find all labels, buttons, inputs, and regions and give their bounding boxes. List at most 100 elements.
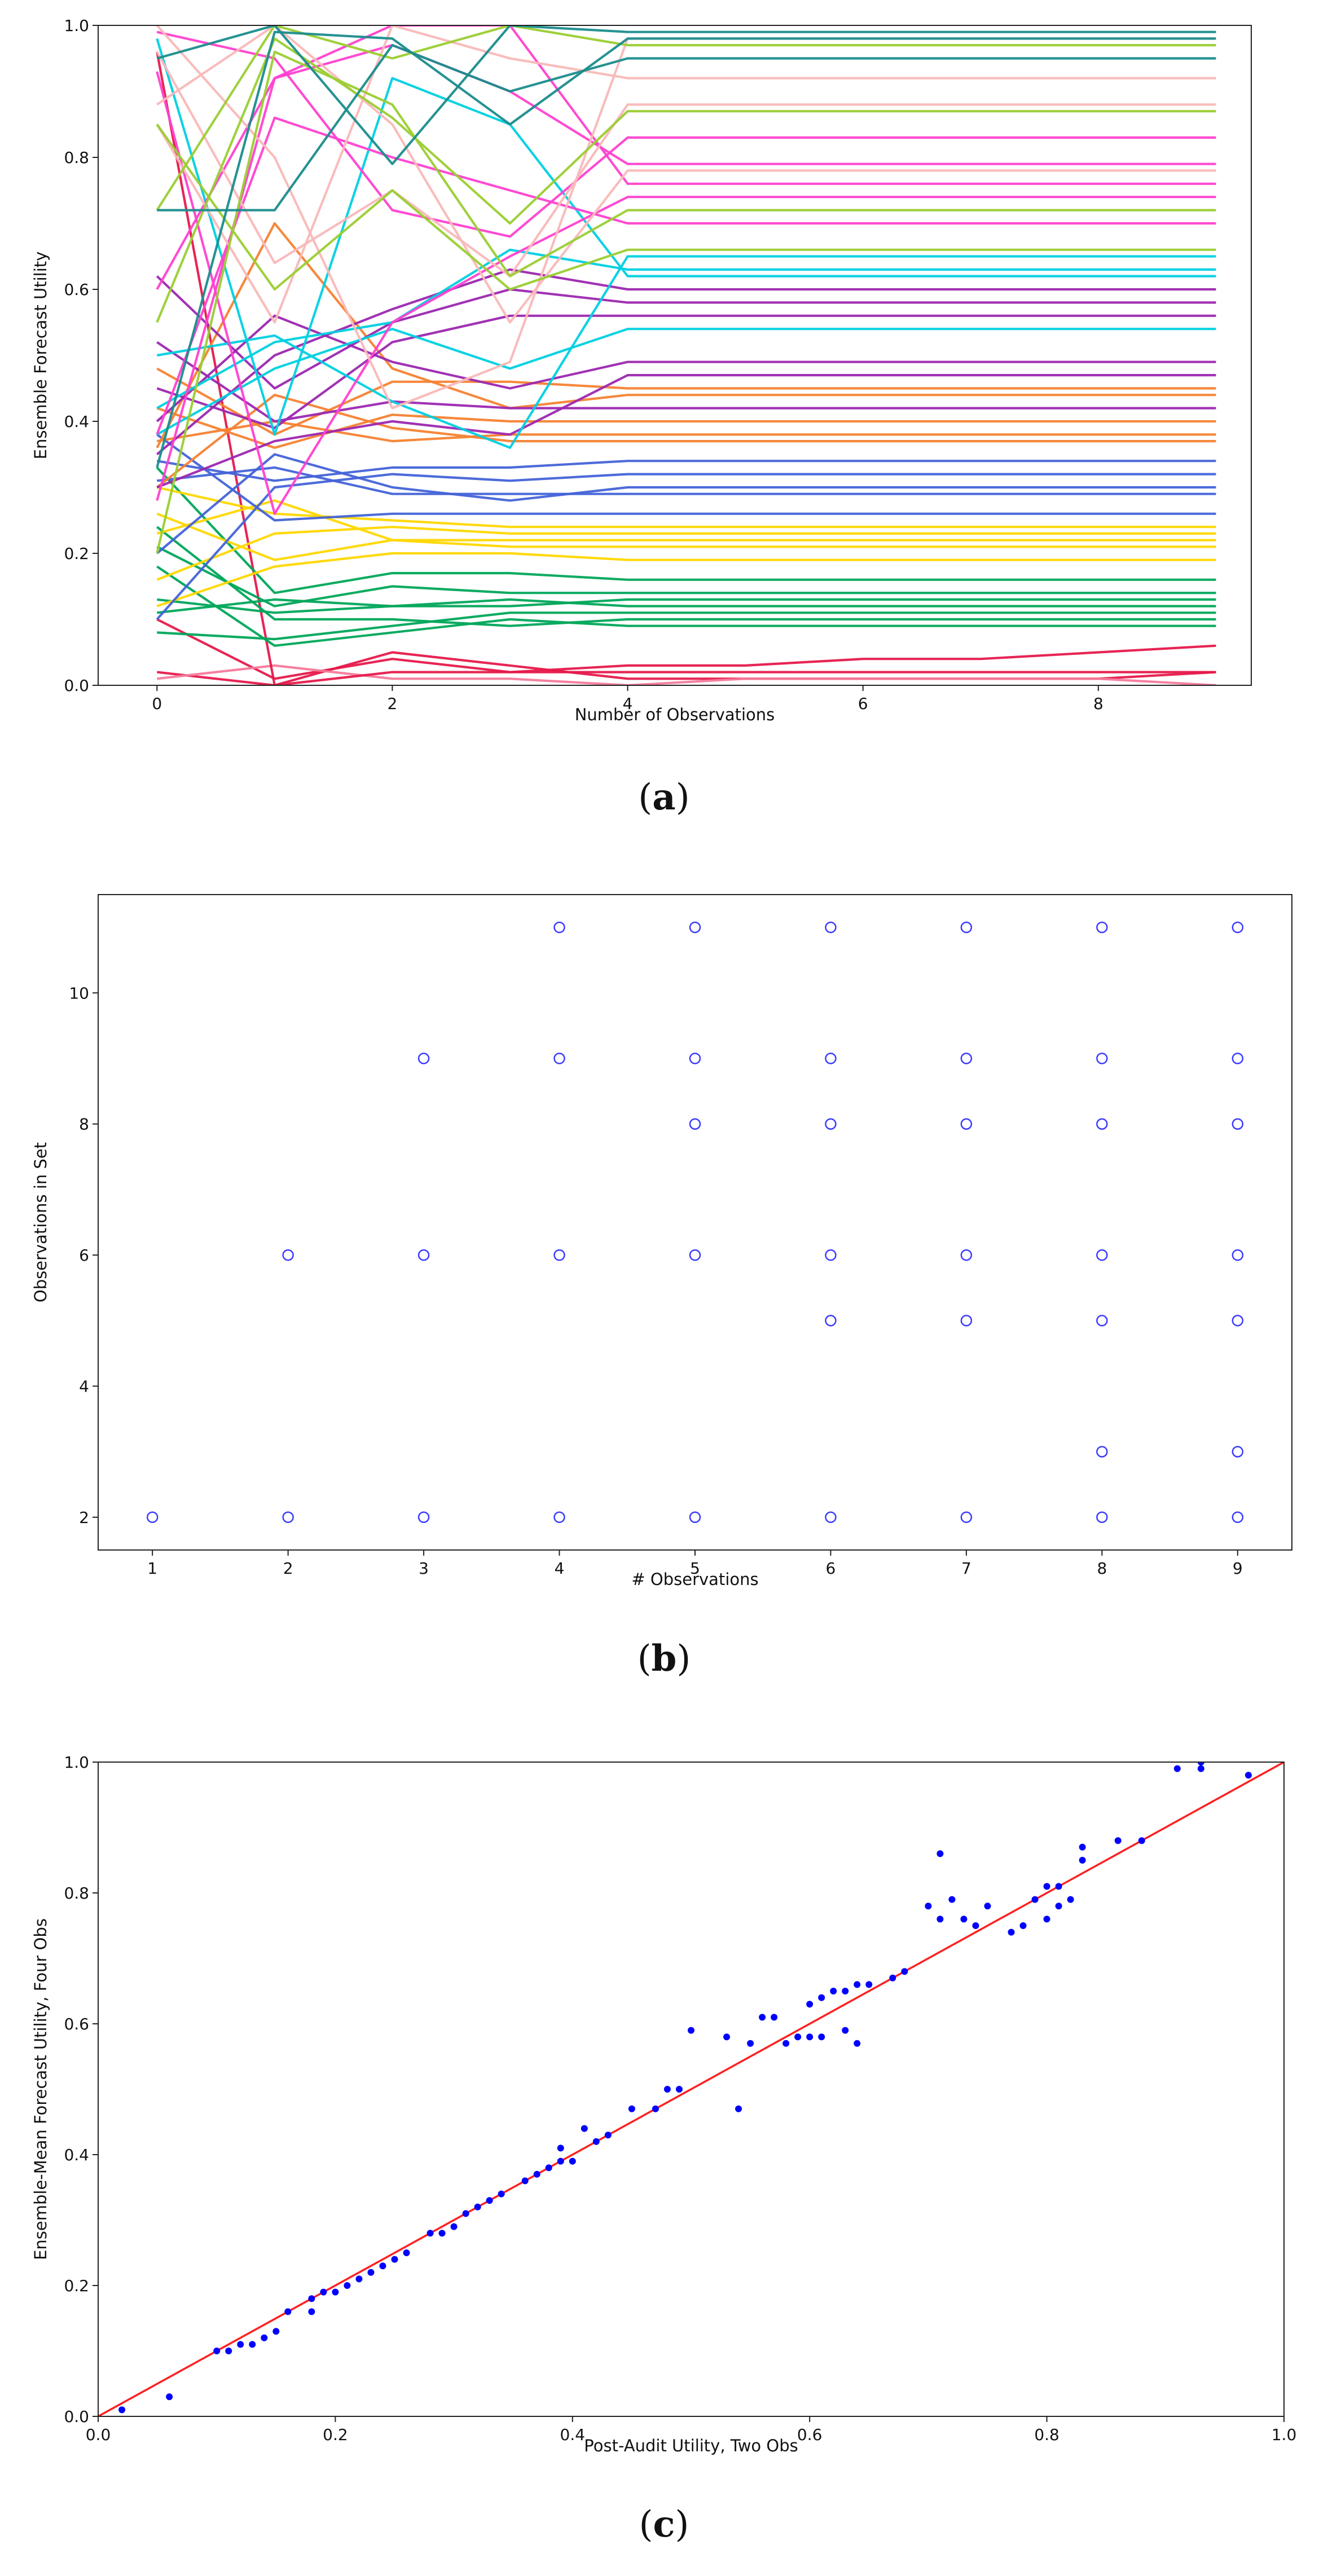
data-point — [689, 921, 701, 933]
panel-label-open: ( — [637, 1638, 652, 1680]
x-axis-label: # Observations — [631, 1570, 758, 1589]
x-tick-label: 4 — [623, 694, 633, 713]
data-point — [1096, 1118, 1108, 1130]
series-line-22 — [156, 420, 1216, 443]
data-point — [545, 2164, 552, 2172]
y-tick-label: 4 — [79, 1377, 89, 1396]
data-point — [689, 1511, 701, 1523]
data-marks — [156, 25, 1216, 685]
series-line-38 — [156, 43, 1216, 501]
data-point — [723, 2033, 731, 2041]
series-line-52 — [157, 43, 1216, 212]
data-point — [936, 1850, 944, 1857]
data-point — [759, 2014, 766, 2021]
data-point — [462, 2210, 469, 2217]
series-line-31 — [156, 314, 1216, 429]
data-point — [830, 1988, 837, 1994]
data-point — [249, 2341, 256, 2348]
x-tick-label: 8 — [1093, 694, 1103, 713]
series-line-11 — [156, 565, 1216, 647]
data-point — [1079, 1843, 1086, 1851]
x-tick-label: 5 — [690, 1559, 700, 1578]
axes-frame — [98, 25, 1252, 686]
data-point — [663, 2086, 671, 2093]
data-point — [960, 921, 973, 933]
panel-label: (a) — [638, 776, 689, 818]
data-point — [1096, 1446, 1108, 1457]
data-point — [553, 1511, 565, 1523]
series-line-28 — [156, 314, 1216, 422]
data-point — [237, 2341, 244, 2348]
y-tick-label: 6 — [79, 1246, 89, 1265]
data-point — [1055, 1903, 1062, 1910]
x-tick-label: 1 — [147, 1559, 157, 1578]
series-line-18 — [156, 433, 1216, 522]
series-line-35 — [156, 328, 1216, 436]
data-point — [1008, 1928, 1015, 1936]
data-point — [652, 2105, 659, 2112]
data-point — [486, 2197, 493, 2204]
data-point — [557, 2157, 564, 2165]
data-point — [1197, 1765, 1204, 1772]
series-line-19 — [156, 473, 1216, 620]
series-line-51 — [156, 30, 1216, 468]
data-point — [689, 1118, 701, 1130]
series-line-40 — [156, 116, 1216, 435]
series-line-44 — [156, 25, 1216, 324]
data-point — [628, 2105, 635, 2112]
data-point — [960, 1511, 973, 1523]
data-point — [960, 1249, 973, 1261]
data-point — [1055, 1883, 1062, 1890]
data-point — [854, 2040, 861, 2047]
data-point — [533, 2170, 540, 2178]
x-axis-label: Post-Audit Utility, Two Obs — [584, 2436, 798, 2455]
x-tick-label: 0.4 — [560, 2425, 586, 2444]
data-point — [889, 1974, 896, 1981]
series-line-2 — [156, 618, 1216, 680]
data-point — [901, 1968, 908, 1975]
data-point — [403, 2249, 410, 2256]
panel-label-close: ) — [676, 1638, 691, 1680]
data-point — [426, 2230, 434, 2237]
y-tick-label: 0.6 — [64, 280, 89, 299]
y-tick-label: 8 — [79, 1115, 89, 1134]
data-point — [984, 1903, 991, 1910]
series-line-45 — [156, 51, 1216, 278]
series-line-47 — [156, 37, 1216, 323]
data-point — [825, 1315, 837, 1327]
series-line-48 — [156, 50, 1216, 554]
axes-frame — [98, 1762, 1285, 2417]
data-point — [842, 2027, 849, 2034]
y-tick-label: 0.8 — [64, 148, 89, 167]
data-point — [825, 1118, 837, 1130]
data-point — [972, 1922, 979, 1929]
data-point — [1232, 1249, 1244, 1261]
x-axis-label: Number of Observations — [575, 705, 775, 724]
series-line-32 — [156, 373, 1216, 488]
series-line-25 — [156, 367, 1216, 436]
x-tick-label: 7 — [961, 1559, 971, 1578]
data-point — [1232, 1118, 1244, 1130]
series-line-49 — [156, 124, 1216, 291]
data-point — [417, 1249, 430, 1261]
data-point — [282, 1249, 294, 1261]
data-point — [806, 2033, 813, 2041]
series-line-27 — [156, 275, 1216, 390]
series-line-17 — [157, 466, 1216, 495]
series-line-33 — [156, 255, 1216, 449]
data-point — [1096, 1053, 1108, 1064]
data-point — [960, 1916, 968, 1923]
data-point — [688, 2027, 694, 2034]
series-line-13 — [156, 526, 1216, 581]
y-tick-label: 0.6 — [64, 2015, 89, 2033]
series-line-12 — [156, 512, 1216, 561]
y-tick-label: 0.4 — [64, 412, 89, 431]
panel-label-letter: b — [652, 1637, 677, 1680]
data-point — [498, 2190, 505, 2198]
panel-label-open: ( — [639, 2504, 653, 2546]
data-point — [747, 2040, 754, 2047]
data-point — [1079, 1857, 1086, 1864]
chart-panel-2: 1 2 3 4 5 6 7 8 9 2 4 6 8 10 # Observations Observation… — [31, 894, 1292, 1680]
y-tick-label: 0.0 — [64, 2407, 89, 2426]
series-line-8 — [157, 611, 1216, 641]
